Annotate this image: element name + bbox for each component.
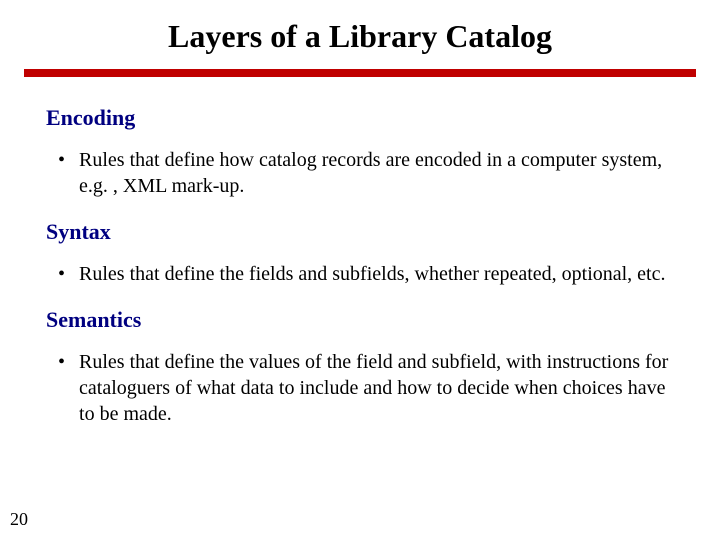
slide-content: Encoding • Rules that define how catalog…	[28, 105, 692, 427]
section-heading-syntax: Syntax	[46, 219, 674, 245]
bullet-text: Rules that define how catalog records ar…	[79, 147, 674, 199]
bullet-text: Rules that define the values of the fiel…	[79, 349, 674, 427]
title-rule	[24, 69, 696, 77]
bullet-icon: •	[58, 349, 65, 375]
bullet-text: Rules that define the fields and subfiel…	[79, 261, 665, 287]
section-heading-semantics: Semantics	[46, 307, 674, 333]
bullet-icon: •	[58, 147, 65, 173]
slide-title: Layers of a Library Catalog	[28, 18, 692, 55]
page-number: 20	[10, 509, 28, 530]
bullet-icon: •	[58, 261, 65, 287]
bullet-row: • Rules that define the fields and subfi…	[46, 261, 674, 287]
bullet-row: • Rules that define the values of the fi…	[46, 349, 674, 427]
slide: Layers of a Library Catalog Encoding • R…	[0, 0, 720, 540]
section-heading-encoding: Encoding	[46, 105, 674, 131]
bullet-row: • Rules that define how catalog records …	[46, 147, 674, 199]
